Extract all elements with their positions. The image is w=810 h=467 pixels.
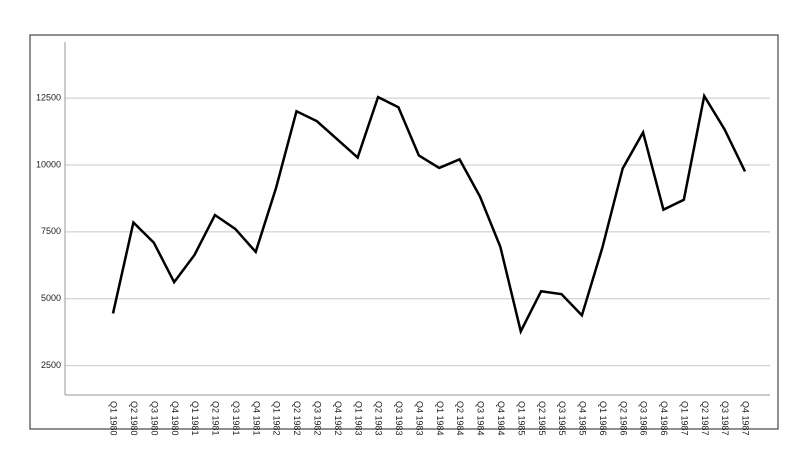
x-tick-label: Q2 1982 — [292, 401, 302, 436]
x-tick-label: Q2 1986 — [618, 401, 628, 436]
x-tick-label: Q2 1983 — [374, 401, 384, 436]
x-tick-label: Q4 1981 — [251, 401, 261, 436]
x-tick-label: Q2 1985 — [537, 401, 547, 436]
x-tick-label: Q4 1982 — [333, 401, 343, 436]
y-tick-label: 10000 — [36, 159, 61, 169]
line — [111, 92, 747, 335]
x-tick-label: Q1 1982 — [272, 401, 282, 436]
x-tick-label: Q2 1984 — [455, 401, 465, 436]
x-tick-label: Q2 1981 — [211, 401, 221, 436]
y-tick-label: 5000 — [41, 293, 61, 303]
x-tick-label: Q1 1985 — [516, 401, 526, 436]
x-tick-label: Q4 1986 — [659, 401, 669, 436]
x-tick-label: Q4 1985 — [578, 401, 588, 436]
y-tick-label: 7500 — [41, 226, 61, 236]
x-tick-label: Q1 1986 — [598, 401, 608, 436]
x-tick-label: Q3 1981 — [231, 401, 241, 436]
x-tick-label: Q2 1987 — [700, 401, 710, 436]
x-tick-label: Q4 1980 — [170, 401, 180, 436]
x-tick-label: Q3 1980 — [149, 401, 159, 436]
x-tick-label: Q1 1983 — [353, 401, 363, 436]
x-tick-label: Q3 1986 — [639, 401, 649, 436]
x-tick-label: Q1 1984 — [435, 401, 445, 436]
x-tick-label: Q1 1987 — [679, 401, 689, 436]
x-tick-label: Q4 1984 — [496, 401, 506, 436]
x-tick-label: Q3 1985 — [557, 401, 567, 436]
x-tick-label: Q3 1982 — [312, 401, 322, 436]
x-tick-label: Q1 1981 — [190, 401, 200, 436]
y-tick-label: 2500 — [41, 360, 61, 370]
x-tick-label: Q1 1980 — [109, 401, 119, 436]
x-tick-label: Q3 1987 — [720, 401, 730, 436]
x-tick-label: Q3 1983 — [394, 401, 404, 436]
x-tick-label: Q3 1984 — [476, 401, 486, 436]
x-tick-label: Q4 1987 — [741, 401, 751, 436]
y-tick-label: 12500 — [36, 93, 61, 103]
x-tick-label: Q2 1980 — [129, 401, 139, 436]
x-tick-label: Q4 1983 — [414, 401, 424, 436]
